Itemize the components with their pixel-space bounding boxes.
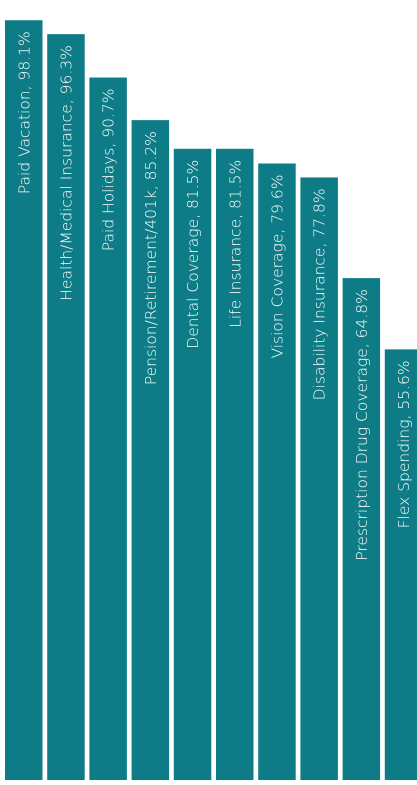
bar-group-3: Paid Holidays, 90.7% xyxy=(89,77,127,780)
bar-8 xyxy=(300,177,338,780)
bar-label-5: Dental Coverage, 81.5% xyxy=(184,160,202,349)
bar-group-9: Prescription Drug Coverage, 64.8% xyxy=(342,278,381,780)
bar-group-1: Paid Vacation, 98.1% xyxy=(5,20,43,781)
bar-label-7: Vision Coverage, 79.6% xyxy=(269,175,287,359)
bar-group-7: Vision Coverage, 79.6% xyxy=(258,163,296,780)
bar-9 xyxy=(342,278,381,780)
bar-group-10: Flex Spending, 55.6% xyxy=(384,349,417,780)
bar-group-6: Life Insurance, 81.5% xyxy=(216,148,254,780)
bar-label-4: Pension/Retirement/401k, 85.2% xyxy=(142,131,160,385)
bar-4 xyxy=(131,120,170,780)
bar-3 xyxy=(89,77,127,780)
bar-label-3: Paid Holidays, 90.7% xyxy=(100,89,118,252)
bar-label-6: Life Insurance, 81.5% xyxy=(226,160,244,328)
bar-label-2: Health/Medical Insurance, 96.3% xyxy=(58,45,76,301)
bar-label-9: Prescription Drug Coverage, 64.8% xyxy=(353,289,371,561)
bar-group-5: Dental Coverage, 81.5% xyxy=(173,148,212,780)
bar-label-1: Paid Vacation, 98.1% xyxy=(15,31,33,194)
bar-5 xyxy=(173,148,212,780)
bar-1 xyxy=(5,20,43,781)
bar-label-8: Disability Insurance, 77.8% xyxy=(311,188,329,400)
bar-7 xyxy=(258,163,296,780)
bar-6 xyxy=(216,148,254,780)
bar-10 xyxy=(384,349,417,780)
bar-group-2: Health/Medical Insurance, 96.3% xyxy=(47,34,85,781)
bar-label-10: Flex Spending, 55.6% xyxy=(395,360,413,528)
bar-group-4: Pension/Retirement/401k, 85.2% xyxy=(131,120,170,780)
bar-group-8: Disability Insurance, 77.8% xyxy=(300,177,338,780)
bar-2 xyxy=(47,34,85,781)
